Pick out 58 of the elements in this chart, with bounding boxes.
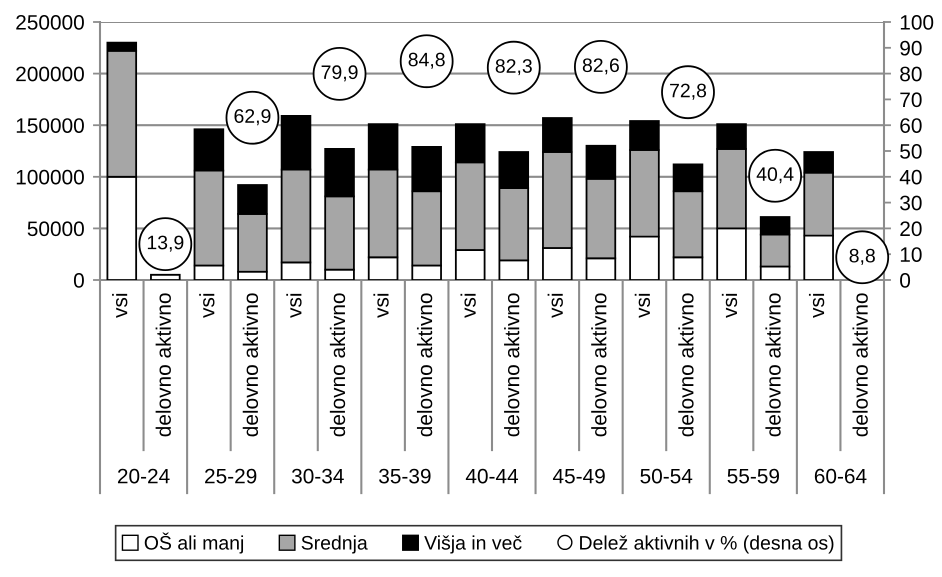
y2-tick-label: 70 — [900, 92, 922, 108]
text: 60-64 — [814, 468, 866, 484]
legend-label: OŠ ali manj — [144, 532, 244, 554]
data-label: 72,8 — [670, 84, 706, 100]
y2-tick-label: 0 — [900, 273, 910, 288]
x-tick-label: vsi — [808, 294, 824, 318]
y-tick-label: 0 — [74, 273, 84, 288]
x-tick-label: vsi — [460, 294, 476, 318]
data-label: 40,4 — [756, 167, 794, 184]
data-label: 84,8 — [408, 52, 445, 69]
x-tick-label: delovno aktivno — [591, 293, 606, 436]
text: 45-49 — [552, 468, 605, 484]
data-label: 82,6 — [582, 58, 619, 74]
y-tick-label: 200000 — [16, 66, 84, 82]
x-tick-label: delovno aktivno — [678, 293, 694, 436]
y2-tick-label: 50 — [900, 144, 922, 159]
legend-label: Višja in več — [424, 535, 522, 554]
data-label: 82,3 — [496, 59, 532, 76]
text: 40-44 — [466, 468, 518, 484]
text: 25-29 — [205, 468, 256, 484]
x-tick-label: vsi — [199, 294, 214, 318]
y2-tick-label: 40 — [900, 170, 922, 185]
text: 30-34 — [292, 468, 344, 484]
y2-tick-label: 60 — [900, 118, 922, 133]
data-label: 13,9 — [148, 236, 184, 252]
data-label: 8,8 — [850, 248, 875, 265]
y2-tick-label: 80 — [900, 66, 922, 82]
y-tick-label: 100000 — [16, 170, 84, 185]
x-tick-label: vsi — [634, 294, 650, 318]
y2-tick-label: 20 — [900, 221, 922, 236]
y-tick-label: 150000 — [16, 118, 84, 133]
y2-tick-label: 30 — [900, 196, 922, 210]
text: 50-54 — [640, 468, 692, 484]
y2-tick-label: 10 — [900, 247, 922, 262]
legend-label: Delež aktivnih v % (desna os) — [580, 535, 834, 554]
data-label: 62,9 — [234, 109, 270, 126]
x-tick-label: vsi — [548, 294, 563, 318]
x-tick-label: delovno aktivno — [416, 293, 432, 436]
legend-label: Srednja — [302, 535, 368, 554]
x-tick-label: delovno aktivno — [156, 293, 171, 436]
x-tick-label: vsi — [286, 294, 302, 318]
x-tick-label: delovno aktivno — [504, 293, 520, 436]
bar — [150, 274, 181, 280]
y2-tick-label: 100 — [900, 15, 934, 30]
x-tick-label: vsi — [373, 294, 389, 318]
text: 35-39 — [379, 468, 431, 484]
text: 20-24 — [118, 468, 170, 484]
x-tick-label: delovno aktivno — [852, 293, 868, 436]
x-tick-label: vsi — [112, 294, 128, 318]
x-tick-label: delovno aktivno — [242, 293, 258, 436]
x-tick-label: delovno aktivno — [765, 293, 781, 436]
data-label: 79,9 — [322, 65, 358, 82]
x-tick-label: vsi — [722, 294, 738, 318]
y-tick-label: 250000 — [16, 15, 84, 30]
y2-tick-label: 90 — [900, 40, 922, 56]
text: 55-59 — [728, 468, 779, 484]
y-tick-label: 50000 — [28, 221, 84, 236]
x-tick-label: delovno aktivno — [330, 293, 346, 436]
